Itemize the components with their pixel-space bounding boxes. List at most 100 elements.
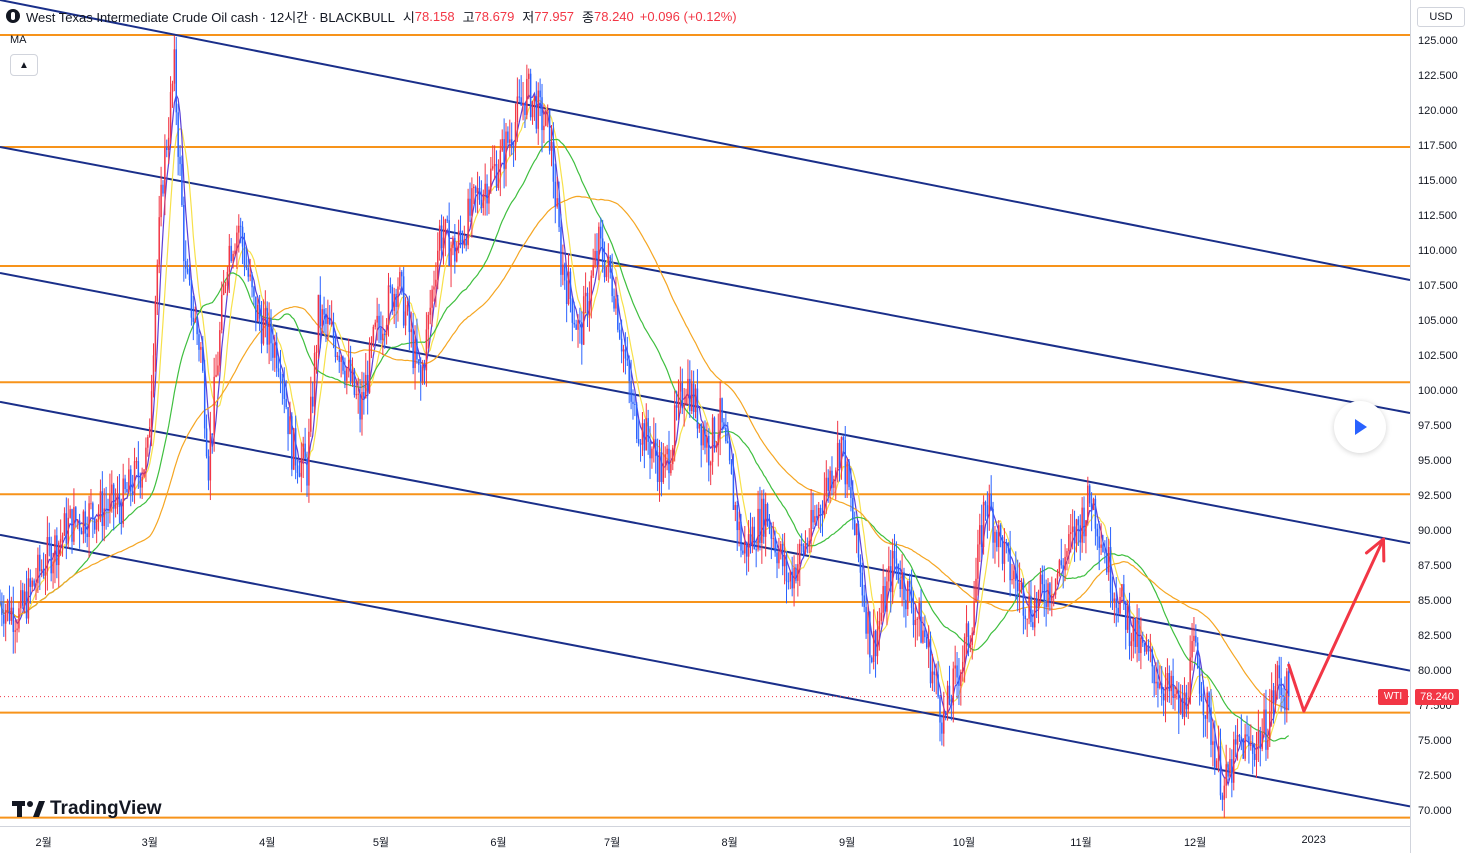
candle (556, 176, 558, 209)
candle (175, 36, 177, 126)
candle-body (1121, 584, 1123, 597)
candle-body (391, 286, 394, 311)
candle-body (459, 230, 462, 237)
candle-body (323, 309, 325, 315)
candle (14, 620, 16, 654)
candle (490, 157, 492, 194)
price-chart[interactable] (0, 0, 1410, 826)
price-axis[interactable]: USD 70.000 72.500 75.000 77.500 80.000 82.500… (1410, 0, 1468, 853)
candle (533, 95, 536, 121)
candle-body (823, 494, 826, 516)
indicator-label-ma[interactable]: MA (10, 34, 27, 46)
candle (571, 297, 574, 342)
candle-body (186, 268, 189, 273)
candle-body (637, 438, 640, 444)
currency-selector[interactable]: USD (1417, 7, 1465, 27)
candle (799, 539, 801, 587)
moving-average-line (0, 138, 1290, 742)
candle (1234, 725, 1237, 758)
candle (1001, 535, 1004, 571)
candle-body (90, 503, 92, 505)
candle (1062, 558, 1064, 589)
candle (1153, 664, 1155, 698)
play-button[interactable] (1334, 401, 1386, 453)
candle (124, 474, 126, 494)
candle (419, 357, 422, 401)
candle (1204, 714, 1207, 737)
time-axis[interactable]: 2월 3월 4월 5월 6월 7월 8월 9월 10월 11월 12월 2023 (0, 826, 1410, 854)
candle (541, 83, 543, 153)
candle-body (1056, 574, 1059, 579)
candle-body (1066, 551, 1068, 557)
candle-body (730, 460, 733, 474)
candle (505, 122, 507, 187)
candle (372, 324, 375, 348)
candle (1168, 665, 1171, 703)
candle (1227, 761, 1229, 781)
candle-body (840, 437, 843, 468)
x-tick-label: 11월 (1070, 837, 1092, 849)
candle (188, 264, 191, 286)
candle-body (852, 498, 854, 521)
candle (1263, 692, 1265, 738)
candle (285, 380, 287, 410)
candle (179, 145, 181, 176)
candle-body (630, 381, 632, 402)
candle (323, 296, 325, 333)
candle-body (101, 491, 104, 527)
candle (395, 288, 397, 329)
candle-body (1071, 526, 1074, 533)
candle (274, 334, 276, 372)
candle (446, 215, 449, 224)
candle (874, 629, 877, 678)
candle (1269, 688, 1271, 748)
candle (0, 589, 1, 606)
candle (114, 488, 117, 518)
candle-body (1015, 570, 1017, 581)
candle (711, 414, 714, 475)
candle (1024, 608, 1027, 630)
candle-body (1179, 697, 1182, 713)
candle (857, 520, 860, 563)
candle (213, 357, 215, 452)
candle-body (514, 121, 517, 148)
candle-body (25, 591, 28, 619)
close-value: 78.240 (594, 8, 634, 24)
candle (304, 427, 306, 460)
candle-body (370, 342, 373, 344)
collapse-legend-button[interactable]: ▲ (10, 54, 38, 76)
candle-body (528, 73, 530, 79)
candle (1085, 520, 1087, 554)
candle (454, 224, 456, 274)
candle-body (234, 250, 236, 254)
candle (177, 103, 179, 176)
candle (239, 217, 242, 244)
y-tick-label: 107.500 (1418, 280, 1458, 292)
candle-body (636, 404, 638, 439)
candle (768, 513, 771, 535)
candle-body (433, 286, 435, 290)
candle-body (797, 564, 799, 581)
candle-body (785, 555, 788, 582)
candle (836, 420, 839, 483)
candle (617, 295, 619, 333)
candle (529, 68, 532, 121)
candle-body (1075, 519, 1078, 544)
symbol-title[interactable]: West Texas Intermediate Crude Oil cash ·… (26, 9, 395, 25)
candle (869, 611, 871, 674)
chart-area[interactable] (0, 0, 1410, 826)
candle-body (501, 139, 503, 151)
candle-body (1085, 520, 1087, 537)
low-key: 저 (522, 9, 535, 25)
candle-body (1257, 731, 1260, 744)
candle-body (404, 311, 407, 326)
candle (613, 288, 615, 312)
candle (12, 586, 15, 654)
candle (641, 411, 644, 457)
candle-body (368, 343, 371, 393)
candle-body (330, 322, 333, 325)
candle (1215, 758, 1218, 769)
candle (1058, 558, 1061, 577)
candle-body (1090, 503, 1093, 511)
candle-body (920, 602, 922, 643)
